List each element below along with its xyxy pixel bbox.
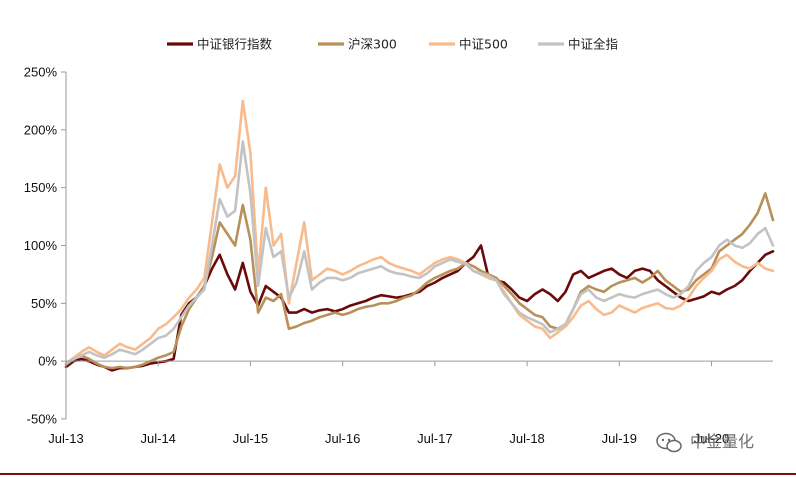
y-tick-label: 0% (38, 354, 57, 369)
x-tick-label: Jul-15 (233, 431, 268, 446)
series-layer (64, 99, 775, 372)
series-line-2 (64, 192, 775, 370)
legend-label: 沪深300 (348, 37, 397, 52)
series-line-4 (64, 140, 775, 365)
y-tick-label: 250% (24, 65, 58, 80)
wechat-icon (656, 432, 682, 453)
y-tick-label: 50% (31, 296, 57, 311)
x-tick-label: Jul-16 (325, 431, 360, 446)
x-tick-label: Jul-13 (48, 431, 83, 446)
y-tick-label: 100% (24, 238, 58, 253)
legend-label: 中证500 (459, 37, 508, 52)
legend-item-3: 中证500 (429, 37, 508, 52)
y-tick-label: 200% (24, 122, 58, 137)
legend-label: 中证银行指数 (197, 37, 273, 52)
x-tick-label: Jul-18 (509, 431, 544, 446)
y-tick-label: 150% (24, 180, 58, 195)
y-tick-label: -50% (27, 412, 58, 427)
series-line-3 (64, 99, 775, 365)
x-tick-label: Jul-17 (417, 431, 452, 446)
watermark: 中金量化 (656, 432, 754, 453)
axes-layer: -50% 0% 50% 100% 150% 200% 250% Jul-13 Jul-14 Jul… (24, 65, 773, 446)
legend: 中证银行指数 沪深300 中证500 中证全指 (167, 37, 618, 52)
watermark-text: 中金量化 (690, 432, 754, 451)
legend-label: 中证全指 (568, 37, 618, 52)
x-tick-label: Jul-14 (141, 431, 176, 446)
x-tick-label: Jul-19 (602, 431, 637, 446)
x-tick-label: Jul-20 (694, 431, 729, 446)
legend-item-2: 沪深300 (318, 37, 397, 52)
legend-item-1: 中证银行指数 (167, 37, 273, 52)
legend-item-4: 中证全指 (538, 37, 618, 52)
